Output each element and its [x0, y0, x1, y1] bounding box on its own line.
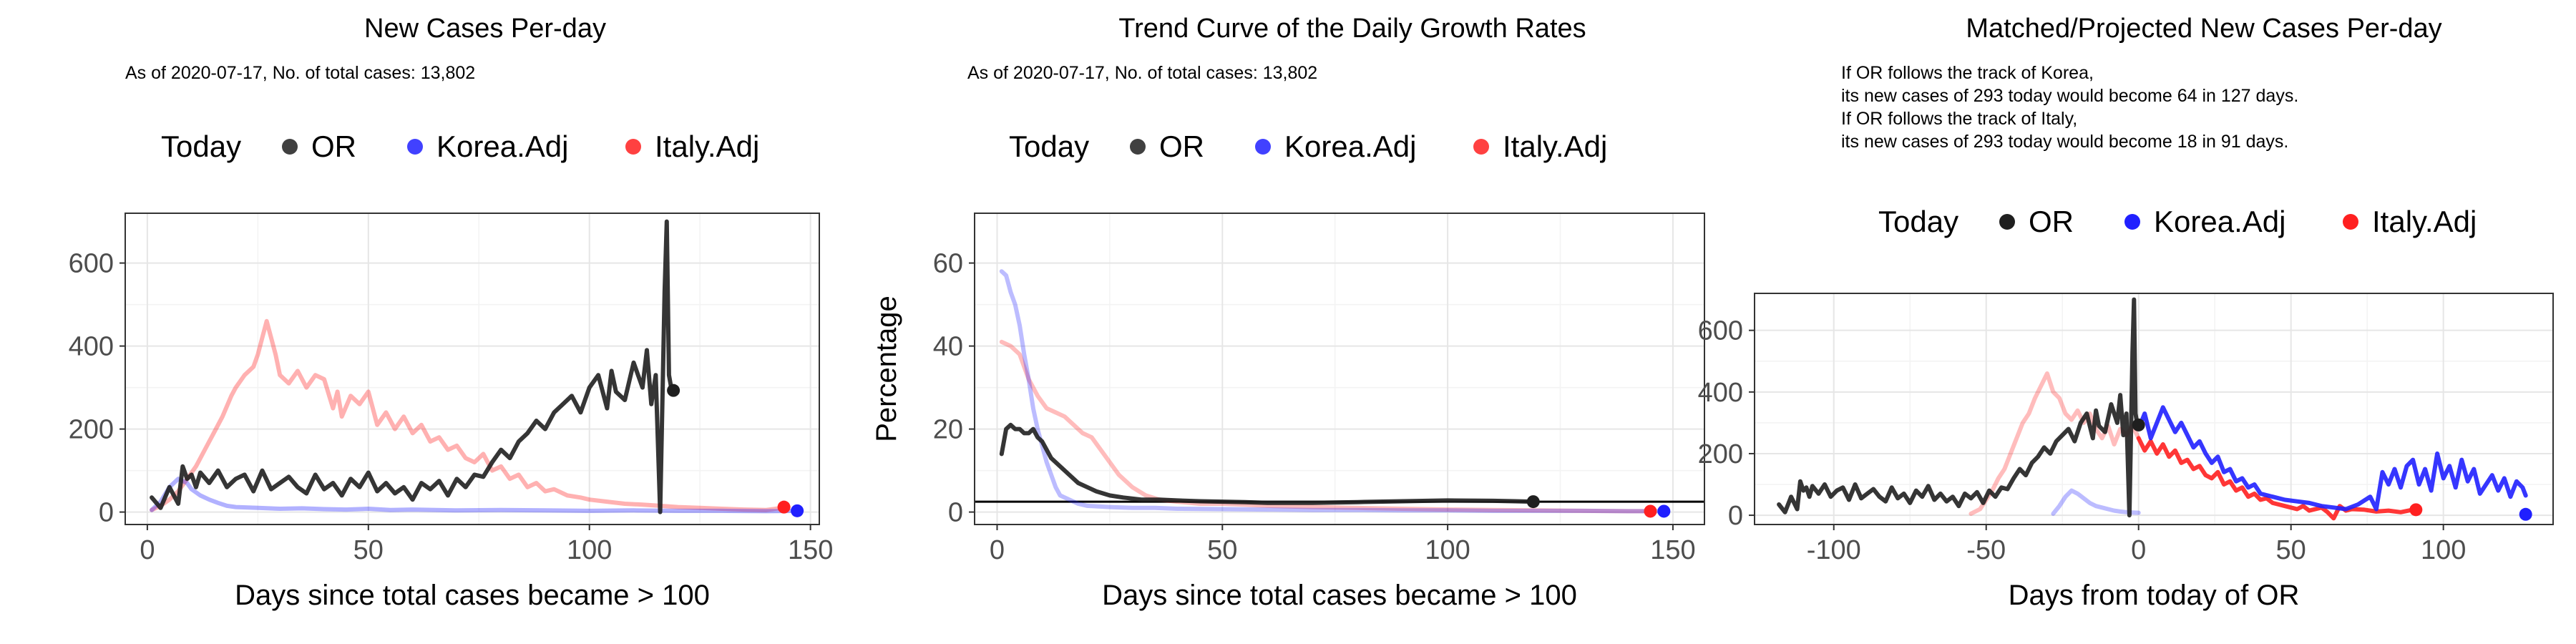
y-tick-label: 200 — [1698, 439, 1743, 469]
series-line-korea-adj-projected — [2136, 405, 2528, 512]
legend-label: OR — [311, 130, 356, 163]
legend-key-korea-adj — [407, 139, 423, 155]
legend-label: Korea.Adj — [2154, 205, 2285, 238]
chart-panel-2: Trend Curve of the Daily Growth Rates As … — [871, 14, 1705, 611]
chart-series-group — [975, 269, 1704, 514]
chart-title: New Cases Per-day — [364, 14, 606, 44]
chart-grid — [125, 213, 819, 525]
y-tick-label: 400 — [1698, 378, 1743, 408]
legend-key-or — [282, 139, 298, 155]
y-tick-label: 0 — [1728, 501, 1743, 531]
x-tick-label: 100 — [1425, 535, 1470, 565]
legend-key-korea-adj — [2124, 214, 2140, 230]
chart-annotation-line: If OR follows the track of Italy, — [1841, 109, 2077, 129]
x-tick-label: 100 — [567, 535, 612, 565]
today-point-or — [667, 384, 680, 397]
chart-grid — [975, 213, 1704, 525]
plot-border — [125, 213, 820, 525]
plot-background — [125, 213, 819, 525]
x-tick-label: 0 — [990, 535, 1005, 565]
x-tick-label: 50 — [2276, 535, 2306, 565]
x-tick-label: 50 — [353, 535, 384, 565]
x-axis-label: Days since total cases became > 100 — [235, 580, 710, 611]
chart-series-group — [150, 219, 804, 514]
y-axis-label: Percentage — [871, 296, 902, 442]
y-tick-label: 400 — [69, 332, 114, 362]
legend-label: OR — [1159, 130, 1204, 163]
series-line-italy-adj — [150, 318, 791, 512]
legend-label: OR — [2029, 205, 2074, 238]
y-tick-label: 40 — [933, 332, 963, 362]
series-line-or — [1777, 297, 2141, 518]
x-tick-label: 0 — [2131, 535, 2146, 565]
legend-label: Italy.Adj — [655, 130, 759, 163]
today-point-korea-adj — [2519, 507, 2532, 521]
y-tick-label: 60 — [933, 249, 963, 279]
chart-annotation-line: its new cases of 293 today would become … — [1841, 86, 2298, 106]
y-tick-label: 20 — [933, 415, 963, 445]
y-tick-label: 600 — [69, 249, 114, 279]
chart-legend: Today OR Korea.Adj Italy.Adj — [1009, 130, 1607, 163]
today-point-italy-adj — [777, 500, 791, 514]
legend-label: Italy.Adj — [2372, 205, 2477, 238]
legend-label: Italy.Adj — [1503, 130, 1607, 163]
x-axis-label: Days from today of OR — [2009, 580, 2300, 611]
plot-border — [974, 213, 1705, 525]
y-tick-label: 200 — [69, 415, 114, 445]
legend-key-or — [1130, 139, 1146, 155]
today-point-italy-adj — [1644, 504, 1657, 518]
legend-key-italy-adj — [625, 139, 641, 155]
y-tick-label: 0 — [99, 498, 114, 528]
legend-key-or — [1999, 214, 2015, 230]
y-tick-label: 0 — [948, 498, 963, 528]
chart-title: Matched/Projected New Cases Per-day — [1966, 14, 2441, 44]
x-tick-label: 100 — [2421, 535, 2466, 565]
x-tick-label: -50 — [1966, 535, 2006, 565]
series-line-korea-adj-history — [2051, 488, 2141, 516]
today-point-korea-adj — [791, 504, 804, 517]
chart-legend: Today OR Korea.Adj Italy.Adj — [161, 130, 759, 163]
chart-series-group — [1777, 297, 2528, 521]
series-line-italy-adj-history — [1968, 371, 2141, 516]
chart-annotation-line: its new cases of 293 today would become … — [1841, 132, 2288, 152]
today-point-korea-adj — [1657, 504, 1671, 518]
x-tick-label: 50 — [1207, 535, 1237, 565]
x-axis-label: Days since total cases became > 100 — [1102, 580, 1577, 611]
series-line-italy-adj — [999, 339, 1653, 514]
y-tick-label: 600 — [1698, 316, 1743, 346]
chart-subtitle: As of 2020-07-17, No. of total cases: 13… — [125, 63, 475, 83]
chart-panel-1: New Cases Per-day As of 2020-07-17, No. o… — [69, 14, 834, 611]
series-line-korea-adj — [999, 269, 1667, 514]
legend-key-italy-adj — [2343, 214, 2358, 230]
series-line-or — [999, 422, 1536, 505]
plot-background — [975, 213, 1704, 525]
x-tick-label: 150 — [788, 535, 833, 565]
today-point-or — [2132, 418, 2145, 431]
legend-key-italy-adj — [1473, 139, 1489, 155]
today-point-or — [1526, 495, 1540, 509]
chart-legend: Today OR Korea.Adj Italy.Adj — [1878, 205, 2477, 238]
chart-title: Trend Curve of the Daily Growth Rates — [1118, 14, 1586, 44]
plot-border — [1754, 293, 2554, 525]
x-tick-label: -100 — [1807, 535, 1861, 565]
series-line-korea-adj — [150, 477, 804, 514]
x-tick-label: 150 — [1650, 535, 1695, 565]
legend-label: Korea.Adj — [1284, 130, 1416, 163]
legend-title: Today — [1878, 205, 1958, 238]
x-tick-label: 0 — [140, 535, 155, 565]
today-point-italy-adj — [2409, 503, 2423, 517]
legend-label: Korea.Adj — [436, 130, 568, 163]
chart-annotation-line: If OR follows the track of Korea, — [1841, 63, 2094, 83]
chart-panel-3: Matched/Projected New Cases Per-day If OR… — [1698, 14, 2554, 611]
series-line-or — [150, 219, 676, 514]
legend-title: Today — [161, 130, 241, 163]
legend-key-korea-adj — [1255, 139, 1271, 155]
legend-title: Today — [1009, 130, 1089, 163]
chart-subtitle: As of 2020-07-17, No. of total cases: 13… — [967, 63, 1317, 83]
